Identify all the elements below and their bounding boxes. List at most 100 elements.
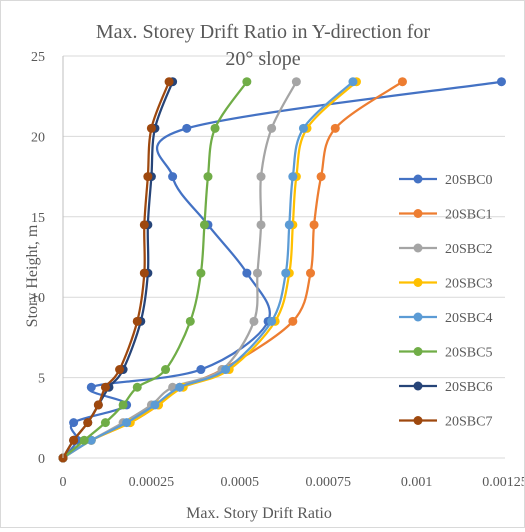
legend-label: 20SBC1 [445,208,492,223]
data-point [69,418,79,428]
data-point [150,400,160,410]
x-axis-title: Max. Story Drift Ratio [186,505,332,522]
data-point [267,316,277,326]
legend-marker [413,278,423,287]
legend-marker [413,174,423,184]
x-tick-label: 0.001 [401,475,433,490]
legend-marker [413,243,423,253]
legend-label: 20SBC6 [445,380,492,395]
y-tick-label: 15 [31,211,45,226]
data-point [132,382,142,392]
data-point [86,435,96,445]
data-point [242,77,252,87]
data-point [252,268,262,278]
legend-item-20sbc0: 20SBC0 [399,173,492,188]
chart-title-line-2: 20° slope [225,48,300,70]
data-point [256,172,266,182]
legend-item-20sbc7: 20SBC7 [399,415,492,430]
data-point [69,435,79,445]
data-point [93,400,103,410]
data-point [139,268,149,278]
data-point [256,220,266,230]
data-point [115,365,125,375]
data-point [100,382,110,392]
y-tick-label: 20 [31,130,45,145]
legend-label: 20SBC5 [445,346,492,361]
data-point [306,268,316,278]
legend-item-20sbc5: 20SBC5 [399,346,492,361]
data-point [168,172,178,182]
series-layer [58,77,506,463]
data-point [196,365,206,375]
x-tick-label: 0 [60,475,67,490]
x-tick-label: 0.00075 [305,475,351,490]
data-point [185,316,195,326]
data-point [242,268,252,278]
data-point [196,268,206,278]
y-axis-title: Story Height, m [24,224,41,327]
data-point [164,77,174,87]
legend-item-20sbc2: 20SBC2 [399,242,492,257]
data-point [288,316,298,326]
data-point [122,418,132,428]
data-point [267,123,277,133]
data-point [161,365,171,375]
data-point [199,220,209,230]
series-20sbc4 [58,77,358,463]
data-point [175,382,185,392]
legend-item-20sbc1: 20SBC1 [399,208,492,223]
series-20sbc1 [58,77,407,463]
data-point [348,77,358,87]
legend-label: 20SBC3 [445,277,492,292]
data-point [79,435,89,445]
series-line [62,80,404,459]
data-point [249,316,259,326]
y-tick-label: 0 [38,452,45,467]
data-point [132,316,142,326]
data-point [284,220,294,230]
data-point [203,172,213,182]
legend-label: 20SBC7 [445,415,492,430]
data-point [330,123,340,133]
legend-marker [413,347,423,356]
data-point [143,172,153,182]
data-point [86,382,96,392]
data-point [298,123,308,133]
data-point [100,418,110,428]
legend-item-20sbc6: 20SBC6 [399,380,492,395]
y-tick-label: 5 [38,372,45,387]
data-point [397,77,407,87]
data-point [309,220,319,230]
data-point [288,172,298,182]
data-point [146,123,156,133]
data-point [221,365,231,375]
legend-label: 20SBC2 [445,242,492,257]
data-point [496,77,506,87]
data-point [139,220,149,230]
data-point [281,268,291,278]
legend-marker [413,312,423,322]
data-point [316,172,326,182]
legend-label: 20SBC0 [445,173,492,188]
x-tick-label: 0.0005 [221,475,260,490]
axes: 0 5 10 15 20 25 0 0.00025 0.0005 0.00075 0.001 0.00… [31,50,525,490]
chart-title-line-1: Max. Storey Drift Ratio in Y-direction f… [96,21,431,43]
series-20sbc3 [58,77,361,463]
data-point [83,418,93,428]
legend-item-20sbc3: 20SBC3 [399,277,492,292]
legend-label: 20SBC4 [445,311,492,326]
y-tick-label: 10 [31,291,45,306]
legend: 20SBC0 20SBC1 20SBC2 20SBC3 20SBC4 20SBC5 20SB… [399,173,492,430]
y-tick-label: 25 [31,50,45,65]
data-point [291,77,301,87]
x-tick-label: 0.00025 [129,475,175,490]
legend-marker [413,209,423,218]
legend-marker [413,381,423,391]
data-point [118,400,128,410]
data-point [210,123,220,133]
legend-item-20sbc4: 20SBC4 [399,311,492,326]
data-point [182,123,192,133]
x-tick-label: 0.00125 [482,475,524,490]
